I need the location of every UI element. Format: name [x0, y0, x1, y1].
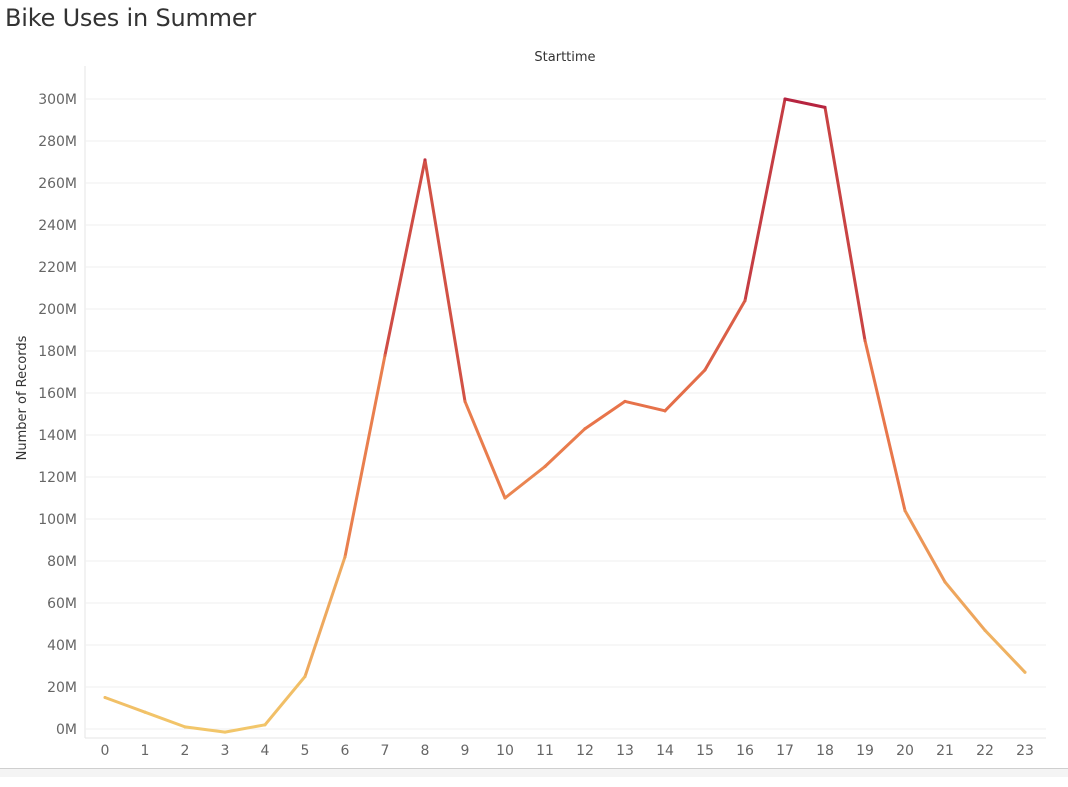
- line-segment[interactable]: [183, 725, 227, 734]
- line-segment[interactable]: [863, 339, 907, 513]
- y-tick-label: 20M: [47, 680, 77, 696]
- line-segment[interactable]: [703, 299, 747, 372]
- x-tick-label: 9: [461, 743, 470, 759]
- line-segment[interactable]: [303, 555, 347, 678]
- x-tick-label: 19: [856, 743, 874, 759]
- x-tick-label: 14: [656, 743, 674, 759]
- x-tick-label: 1: [141, 743, 150, 759]
- data-point[interactable]: [943, 580, 947, 584]
- x-tick-label: 2: [181, 743, 190, 759]
- data-point[interactable]: [303, 675, 307, 678]
- data-point[interactable]: [343, 555, 347, 559]
- x-tick-label: 4: [261, 743, 270, 759]
- line-segment[interactable]: [463, 399, 507, 500]
- data-point[interactable]: [383, 353, 387, 357]
- x-axis-header: Starttime: [534, 50, 595, 65]
- y-tick-label: 300M: [38, 92, 77, 108]
- y-tick-label: 220M: [38, 260, 77, 276]
- data-point[interactable]: [783, 97, 787, 101]
- x-tick-label: 23: [1016, 743, 1034, 759]
- data-point[interactable]: [623, 399, 627, 403]
- data-point[interactable]: [263, 723, 267, 727]
- line-segment[interactable]: [143, 710, 187, 729]
- x-tick-label: 15: [696, 743, 714, 759]
- data-point[interactable]: [823, 105, 827, 109]
- data-point[interactable]: [863, 339, 867, 342]
- data-point[interactable]: [743, 299, 747, 303]
- line-segment[interactable]: [503, 465, 547, 500]
- y-axis-title: Number of Records: [15, 335, 30, 460]
- y-tick-label: 40M: [47, 638, 77, 654]
- line-segment[interactable]: [943, 580, 987, 632]
- line-segment[interactable]: [383, 158, 427, 357]
- x-tick-label: 18: [816, 743, 834, 759]
- data-point[interactable]: [703, 368, 707, 372]
- line-segment[interactable]: [223, 723, 267, 734]
- data-point[interactable]: [143, 710, 147, 714]
- x-tick-label: 5: [301, 743, 310, 759]
- y-tick-label: 260M: [38, 176, 77, 192]
- line-segment[interactable]: [663, 368, 707, 413]
- data-point[interactable]: [543, 465, 547, 468]
- y-tick-label: 180M: [38, 344, 77, 360]
- page-title: Bike Uses in Summer: [5, 4, 257, 32]
- line-segment[interactable]: [783, 97, 827, 109]
- data-point[interactable]: [983, 628, 987, 632]
- x-tick-label: 13: [616, 743, 634, 759]
- y-axis-ticks: 0M 20M 40M 60M 80M 100M 120M 140M 160M 180M 200M 22…: [38, 92, 77, 738]
- x-axis-ticks: 0 1 2 3 4 5 6 7 8 9 10 11 12 13 14 15 16 17 18 19 20 21 22 23: [101, 743, 1034, 759]
- x-tick-label: 3: [221, 743, 230, 759]
- x-tick-label: 0: [101, 743, 110, 759]
- data-point[interactable]: [183, 725, 187, 729]
- y-tick-label: 60M: [47, 596, 77, 612]
- y-tick-label: 100M: [38, 512, 77, 528]
- line-segment[interactable]: [823, 105, 867, 342]
- data-point[interactable]: [223, 730, 227, 734]
- grid-lines: [85, 98, 1046, 730]
- line-segment[interactable]: [583, 399, 627, 431]
- data-point[interactable]: [583, 427, 587, 431]
- y-tick-label: 80M: [47, 554, 77, 570]
- data-point[interactable]: [463, 399, 467, 403]
- x-tick-label: 16: [736, 743, 754, 759]
- x-tick-label: 21: [936, 743, 954, 759]
- y-tick-label: 240M: [38, 218, 77, 234]
- line-segment[interactable]: [903, 509, 947, 584]
- line-segment[interactable]: [423, 158, 467, 403]
- line-segment[interactable]: [103, 696, 147, 714]
- line-segment[interactable]: [983, 628, 1027, 674]
- y-tick-label: 120M: [38, 470, 77, 486]
- y-tick-label: 280M: [38, 134, 77, 150]
- y-tick-label: 140M: [38, 428, 77, 444]
- data-point[interactable]: [423, 158, 427, 162]
- data-point[interactable]: [663, 409, 667, 413]
- x-tick-label: 20: [896, 743, 914, 759]
- bottom-scrollbar[interactable]: [0, 768, 1068, 777]
- x-tick-label: 6: [341, 743, 350, 759]
- data-point[interactable]: [903, 509, 907, 513]
- data-point[interactable]: [103, 696, 107, 699]
- x-tick-label: 17: [776, 743, 794, 759]
- x-tick-label: 8: [421, 743, 430, 759]
- x-tick-label: 7: [381, 743, 390, 759]
- line-segment[interactable]: [543, 427, 587, 468]
- y-tick-label: 160M: [38, 386, 77, 402]
- data-line[interactable]: [103, 97, 1027, 734]
- y-tick-label: 200M: [38, 302, 77, 318]
- x-tick-label: 22: [976, 743, 994, 759]
- data-point[interactable]: [1023, 670, 1027, 674]
- line-segment[interactable]: [743, 97, 787, 303]
- x-tick-label: 10: [496, 743, 514, 759]
- data-point[interactable]: [503, 496, 507, 500]
- line-segment[interactable]: [263, 675, 307, 727]
- x-tick-label: 11: [536, 743, 554, 759]
- x-tick-label: 12: [576, 743, 594, 759]
- line-segment[interactable]: [623, 399, 667, 413]
- line-segment[interactable]: [343, 353, 387, 559]
- y-tick-label: 0M: [56, 722, 77, 738]
